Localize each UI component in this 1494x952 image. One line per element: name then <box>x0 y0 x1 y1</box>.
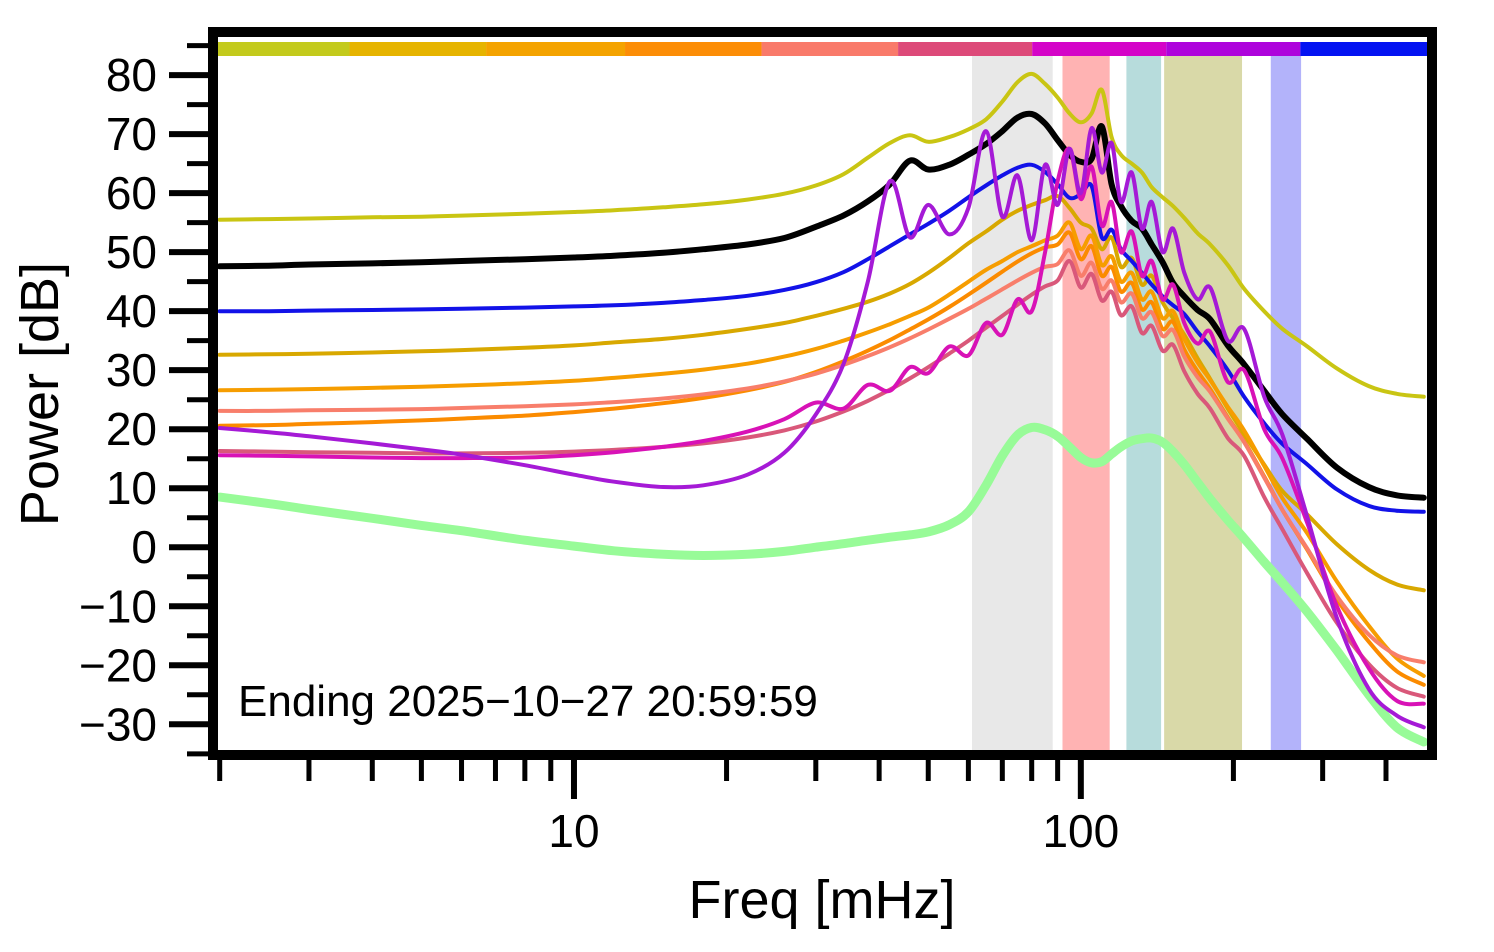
time-colorbar-segment-3 <box>486 42 626 56</box>
plot-frame <box>208 27 1437 760</box>
y-tick-label: 40 <box>106 285 157 337</box>
time-colorbar-segment-1 <box>213 42 350 56</box>
band-teal <box>1126 56 1162 751</box>
time-colorbar <box>213 42 1432 56</box>
time-colorbar-segment-9 <box>1300 42 1432 56</box>
y-tick-label: 10 <box>106 462 157 514</box>
y-tick-label: −30 <box>79 698 157 750</box>
curve-salmon-interval <box>217 248 1426 665</box>
y-tick-label: 60 <box>106 167 157 219</box>
x-axis-title: Freq [mHz] <box>688 870 956 930</box>
curve-orange-interval <box>217 220 1426 678</box>
x-tick-label: 10 <box>548 805 599 857</box>
curve-magenta-interval <box>217 146 1426 707</box>
y-tick-label: 30 <box>106 344 157 396</box>
time-colorbar-segment-8 <box>1166 42 1301 56</box>
band-olive <box>1164 56 1243 751</box>
curve-purple-interval <box>217 126 1426 730</box>
curve-pale-green-reference <box>217 422 1428 747</box>
x-tick-label: 100 <box>1042 805 1119 857</box>
frequency-bands <box>972 56 1302 751</box>
ending-timestamp-annotation: Ending 2025−10−27 20:59:59 <box>238 677 818 726</box>
y-tick-label: −20 <box>79 639 157 691</box>
time-colorbar-segment-6 <box>898 42 1033 56</box>
time-colorbar-segment-7 <box>1032 42 1167 56</box>
y-tick-label: 70 <box>106 108 157 160</box>
time-colorbar-segment-5 <box>761 42 899 56</box>
y-tick-label: 20 <box>106 403 157 455</box>
curve-yellow-interval <box>217 71 1426 399</box>
y-tick-label: −10 <box>79 580 157 632</box>
time-colorbar-segment-4 <box>625 42 762 56</box>
y-axis-title: Power [dB] <box>10 261 70 527</box>
curve-blue-interval <box>217 162 1426 514</box>
curve-current-black <box>217 110 1427 501</box>
band-gray <box>972 56 1053 751</box>
y-tick-label: 80 <box>106 49 157 101</box>
y-tick-label: 50 <box>106 226 157 278</box>
time-colorbar-segment-2 <box>349 42 487 56</box>
y-tick-label: 0 <box>131 521 157 573</box>
spectra-curves <box>217 71 1428 747</box>
